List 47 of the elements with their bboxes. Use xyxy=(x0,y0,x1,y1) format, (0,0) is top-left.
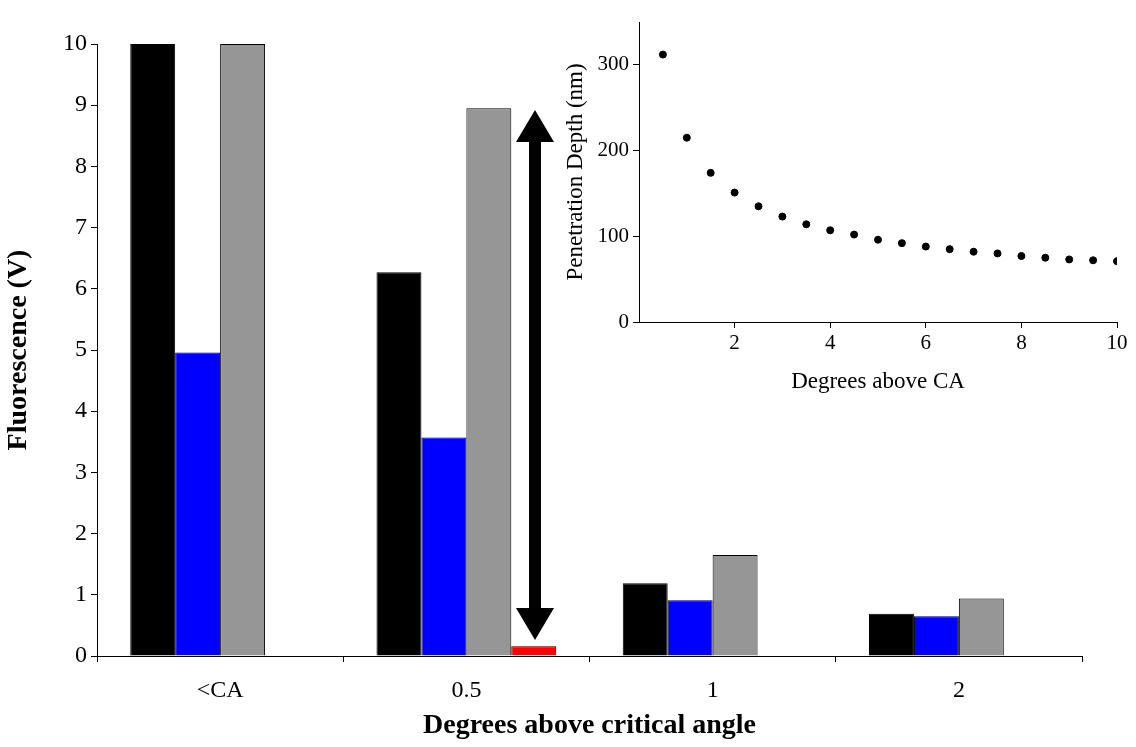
point xyxy=(778,212,787,221)
point xyxy=(754,202,763,211)
point xyxy=(1089,256,1098,265)
point xyxy=(826,226,835,235)
point xyxy=(874,235,882,244)
point xyxy=(850,230,859,239)
y-tick-label: 100 xyxy=(597,222,629,247)
x-tick-label: 6 xyxy=(920,330,932,355)
x-axis-title: Degrees above critical angle xyxy=(422,708,757,740)
x-tick-label: 4 xyxy=(824,330,836,355)
point xyxy=(1065,255,1074,264)
y-axis-title: Fluorescence (V) xyxy=(1,249,33,451)
y-axis-title: Penetration Depth (nm) xyxy=(561,63,587,281)
point xyxy=(1017,252,1026,260)
x-tick-label: 8 xyxy=(1016,330,1027,355)
point xyxy=(969,247,978,256)
x-tick-label: 1 xyxy=(706,675,719,702)
point xyxy=(682,133,691,142)
x-axis-title: Degrees above CA xyxy=(791,368,966,394)
y-tick-label: 300 xyxy=(597,51,629,76)
point xyxy=(1041,253,1050,262)
point xyxy=(945,245,954,254)
y-tick-label: 6 xyxy=(75,274,87,301)
point xyxy=(921,242,930,251)
y-tick-label: 2 xyxy=(75,518,87,545)
point xyxy=(730,188,739,197)
y-tick-label: 200 xyxy=(597,137,629,162)
y-tick-label: 9 xyxy=(75,90,87,117)
x-tick-label: 10 xyxy=(1106,330,1128,355)
point xyxy=(897,239,906,248)
y-tick-label: 1 xyxy=(75,580,87,607)
x-tick-label: 0.5 xyxy=(451,675,482,702)
y-tick-label: 0 xyxy=(75,641,87,668)
y-tick-label: 10 xyxy=(63,29,87,56)
point xyxy=(658,50,667,59)
y-tick-label: 5 xyxy=(75,335,87,362)
y-tick-label: 0 xyxy=(618,308,629,333)
y-tick-label: 3 xyxy=(75,457,87,484)
y-tick-label: 4 xyxy=(75,396,87,423)
y-tick-label: 8 xyxy=(75,151,87,178)
point xyxy=(993,249,1002,258)
x-tick-label: <CA xyxy=(196,675,245,702)
x-tick-label: 2 xyxy=(729,330,740,355)
point xyxy=(802,220,811,229)
y-tick-label: 7 xyxy=(75,212,87,239)
x-tick-label: 2 xyxy=(952,675,965,702)
point xyxy=(706,168,715,177)
